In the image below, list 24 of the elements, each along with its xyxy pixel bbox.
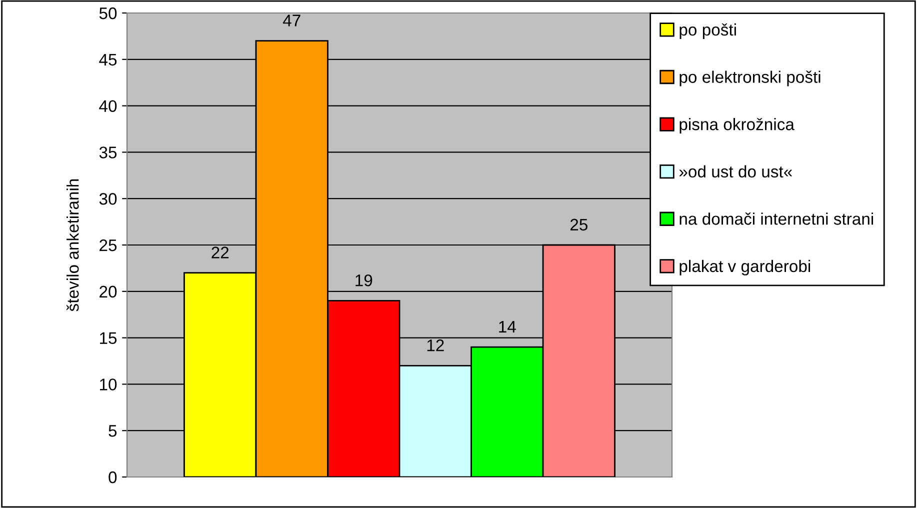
y-tick-label: 50 bbox=[99, 7, 117, 20]
legend-label: na domači internetni strani bbox=[680, 212, 874, 225]
legend-label: po pošti bbox=[680, 23, 736, 39]
legend-label: plakat v garderobi bbox=[680, 260, 810, 276]
y-axis-title: število anketiranih bbox=[66, 179, 79, 312]
data-label: 47 bbox=[282, 14, 300, 26]
y-tick-label: 0 bbox=[108, 471, 117, 484]
data-label: 14 bbox=[499, 321, 516, 333]
y-tick-label: 45 bbox=[99, 54, 117, 66]
legend-label: po elektronski pošti bbox=[680, 70, 820, 86]
legend-label: pisna okrožnica bbox=[680, 118, 794, 134]
y-tick-label: 20 bbox=[100, 286, 117, 298]
y-tick-label: 30 bbox=[99, 193, 117, 205]
y-tick-label: 35 bbox=[99, 146, 117, 158]
data-label: 22 bbox=[212, 246, 229, 258]
legend-label: »od ust do ust« bbox=[679, 165, 792, 178]
y-tick-label: 5 bbox=[108, 425, 117, 437]
data-label: 19 bbox=[356, 274, 372, 286]
y-tick-label: 10 bbox=[100, 378, 117, 390]
y-tick-label: 40 bbox=[99, 100, 117, 112]
y-tick-label: 15 bbox=[100, 332, 117, 344]
data-label: 25 bbox=[570, 218, 588, 231]
y-tick-label: 25 bbox=[100, 239, 117, 252]
data-label: 12 bbox=[427, 339, 444, 352]
